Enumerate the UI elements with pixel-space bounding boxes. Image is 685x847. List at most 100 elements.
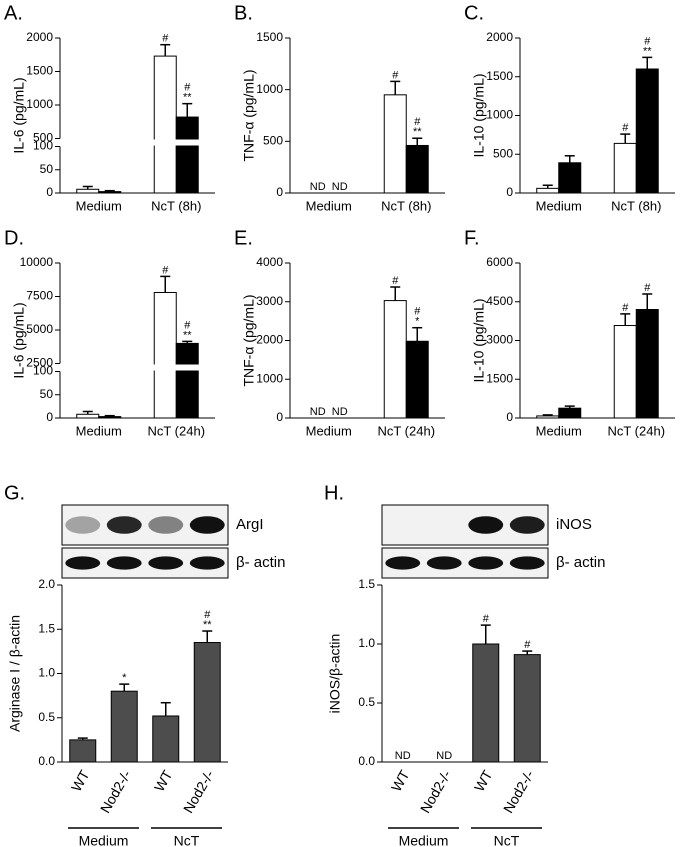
annotation: # [622, 302, 629, 314]
x-tick-label: NcT (8h) [381, 198, 431, 213]
bar [110, 690, 138, 763]
bar [175, 116, 199, 194]
y-tick-label: 1500 [486, 371, 513, 385]
annotation: ND [436, 750, 452, 762]
bar [152, 715, 180, 763]
blot-label: iNOS [556, 516, 592, 533]
y-tick-label: 500 [493, 146, 513, 160]
y-tick-label: 5000 [26, 322, 53, 336]
blot-band [106, 516, 142, 534]
blot-band [148, 516, 184, 534]
y-tick-label: 1.5 [358, 577, 375, 591]
bar [613, 325, 637, 419]
annotation: # [392, 69, 399, 81]
group-label: NcT [174, 833, 200, 847]
blot-band [106, 556, 142, 570]
panel: F. IL-10 (pg/mL) 0 1500 3000 4500 6000 Medium Nc… [464, 227, 675, 438]
annotation: # [414, 306, 421, 318]
annotation: * [122, 672, 127, 684]
bar [558, 162, 582, 194]
y-tick-label: 0 [46, 410, 53, 424]
y-tick-label: 50 [40, 387, 54, 401]
panel-letter: G. [4, 482, 25, 504]
bar [98, 191, 122, 194]
panel-letter: D. [4, 227, 24, 249]
group-label: Medium [399, 833, 449, 847]
annotation: # [162, 264, 169, 276]
x-tick-label: Nod2-/- [97, 767, 134, 816]
bar [536, 415, 560, 419]
annotation: # [184, 82, 191, 94]
annotation: # [204, 609, 211, 621]
bar [613, 142, 637, 194]
annotation: # [644, 35, 651, 47]
x-tick-label: Medium [306, 198, 352, 213]
y-tick-label: 0.5 [38, 710, 55, 724]
x-tick-label: Medium [76, 198, 122, 213]
y-tick-label: 100 [33, 364, 53, 378]
y-tick-label: 3000 [486, 333, 513, 347]
bar [153, 55, 177, 194]
annotation: # [524, 639, 531, 651]
y-axis-label: IL-10 (pg/mL) [471, 298, 487, 382]
x-tick-label: NcT (8h) [611, 198, 661, 213]
y-tick-label: 50 [40, 162, 54, 176]
x-tick-label: Nod2-/- [417, 767, 454, 816]
bar [193, 642, 221, 763]
y-tick-label: 2000 [486, 30, 513, 44]
bar [635, 309, 659, 419]
annotation: # [414, 116, 421, 128]
annotation: ** [413, 126, 422, 138]
y-axis-label: TNF-α (pg/mL) [241, 69, 257, 161]
group-label: Medium [79, 833, 129, 847]
y-axis-label: iNOS/β-actin [327, 634, 343, 714]
panel: C. IL-10 (pg/mL) 0 500 1000 1500 2000 Medium NcT… [464, 2, 675, 213]
bar [383, 94, 407, 194]
bar [98, 416, 122, 419]
y-tick-label: 0 [276, 185, 283, 199]
x-tick-label: Nod2-/- [500, 767, 537, 816]
blot-band [65, 516, 101, 534]
x-tick-label: NcT (8h) [151, 198, 201, 213]
blot-band [509, 516, 545, 534]
bar [472, 643, 500, 763]
panel-letter: F. [464, 227, 480, 249]
blot-band [509, 556, 545, 570]
annotation: ND [310, 181, 326, 193]
y-axis-label: IL-10 (pg/mL) [471, 73, 487, 157]
x-tick-label: WT [151, 767, 176, 794]
blot-label: β- actin [236, 554, 285, 571]
y-tick-label: 0 [46, 185, 53, 199]
y-tick-label: 1500 [26, 64, 53, 78]
y-tick-label: 2.0 [38, 577, 55, 591]
annotation: # [162, 33, 169, 45]
y-tick-label: 1000 [256, 82, 283, 96]
y-tick-label: 500 [33, 131, 53, 145]
annotation: ** [203, 619, 212, 631]
bar [513, 654, 541, 763]
y-tick-label: 0.0 [358, 754, 375, 768]
panel-letter: E. [234, 227, 253, 249]
y-tick-label: 2000 [26, 30, 53, 44]
y-tick-label: 1000 [256, 371, 283, 385]
y-tick-label: 0 [276, 410, 283, 424]
x-tick-label: Medium [536, 198, 582, 213]
y-tick-label: 1500 [256, 30, 283, 44]
y-tick-label: 1.5 [38, 621, 55, 635]
bar [153, 291, 177, 419]
annotation: # [622, 122, 629, 134]
y-tick-label: 500 [263, 134, 283, 148]
panel-letter: A. [4, 2, 23, 24]
panel-letter: H. [324, 482, 344, 504]
bar [405, 340, 429, 419]
axis-break [62, 364, 217, 371]
y-tick-label: 1000 [486, 108, 513, 122]
y-tick-label: 3000 [256, 294, 283, 308]
x-tick-label: NcT (24h) [607, 423, 665, 438]
y-axis-label: IL-6 (pg/mL) [11, 302, 27, 378]
bar [383, 300, 407, 419]
x-tick-label: WT [68, 767, 93, 794]
annotation: ND [395, 750, 411, 762]
y-tick-label: 2500 [26, 356, 53, 370]
